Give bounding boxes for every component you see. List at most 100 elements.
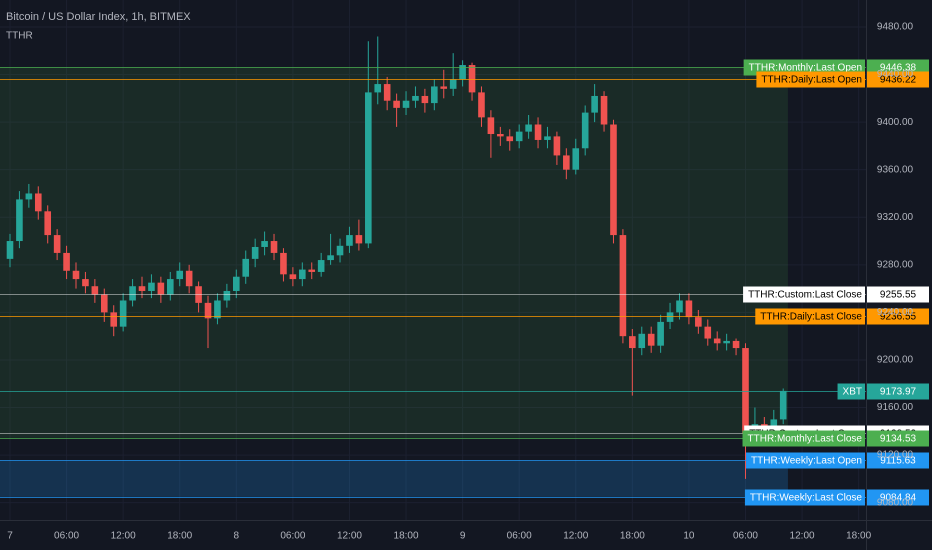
candle-body: [676, 300, 683, 313]
level-value: 9255.55: [880, 290, 917, 301]
y-tick-label: 9400.00: [877, 117, 914, 128]
candle-body: [666, 312, 674, 322]
x-tick-label: 06:00: [54, 531, 79, 542]
level-value: 9173.97: [880, 387, 917, 398]
candle-body: [157, 282, 165, 295]
candle-body: [647, 333, 655, 346]
level-value-box: [867, 286, 929, 303]
candle-body: [497, 134, 504, 137]
candle-body: [393, 100, 400, 108]
candle-body: [336, 245, 344, 256]
x-tick-label: 9: [460, 531, 466, 542]
candle-body: [525, 124, 532, 132]
y-tick-label: 9120.00: [877, 450, 914, 461]
candle-body: [365, 92, 372, 244]
labels: 9446.38 TTHR:Monthly:Last Open 9436.22 TTHR…: [742, 59, 929, 506]
level-value-box: [867, 383, 929, 400]
candle-body: [657, 321, 664, 346]
x-tick-label: 10: [683, 531, 695, 542]
candle-body: [553, 136, 561, 156]
candle-body: [355, 235, 363, 244]
candle-body: [581, 112, 589, 149]
level-value-box: [867, 71, 929, 88]
candle-body: [732, 340, 740, 349]
candle-body: [53, 235, 61, 253]
candle-body: [214, 300, 221, 319]
x-tick-label: 18:00: [846, 531, 871, 542]
level-name-box: [746, 452, 865, 469]
candle-body: [308, 269, 316, 272]
candle-body: [619, 235, 627, 337]
candle-body: [704, 326, 712, 339]
level-name: TTHR:Monthly:Last Close: [748, 434, 863, 445]
candle-body: [280, 252, 287, 275]
candle-body: [251, 246, 259, 259]
candle-body: [421, 95, 429, 104]
level-value: 9236.55: [880, 312, 917, 323]
candle-body: [16, 199, 23, 242]
candle-body: [289, 274, 297, 280]
indicator-name: TTHR: [6, 31, 33, 42]
candle-body: [515, 131, 523, 142]
candle-body: [506, 136, 514, 142]
level-name: TTHR:Monthly:Last Open: [749, 63, 862, 74]
y-tick-label: 9280.00: [877, 259, 914, 270]
level-name-box: [743, 286, 865, 303]
candle-body: [534, 124, 542, 140]
candle-body: [431, 86, 438, 104]
level-name-box: [744, 489, 865, 506]
y-tick-label: 9360.00: [877, 164, 914, 175]
y-tick-label: 9080.00: [877, 497, 914, 508]
candle-body: [600, 95, 608, 125]
candle-body: [779, 390, 787, 420]
candle-body: [166, 279, 174, 295]
candle-body: [223, 290, 231, 301]
candle-body: [261, 241, 268, 247]
candle-body: [402, 100, 410, 108]
candle-body: [63, 252, 70, 271]
x-tick-label: 12:00: [337, 531, 362, 542]
candle-body: [129, 286, 136, 301]
y-tick-label: 9440.00: [877, 69, 914, 80]
level-name: XBT: [843, 387, 862, 398]
level-band: [0, 66, 788, 438]
candle-body: [610, 124, 617, 236]
level-name-box: [756, 71, 865, 88]
level-name: TTHR:Daily:Last Close: [760, 312, 862, 323]
x-tick-label: 06:00: [507, 531, 532, 542]
candle-body: [148, 282, 155, 291]
candle-body: [449, 79, 457, 89]
level-value: 9446.38: [880, 63, 917, 74]
candle-body: [299, 269, 306, 280]
y-tick-label: 9240.00: [877, 307, 914, 318]
candle-body: [176, 270, 184, 280]
level-value: 9436.22: [880, 75, 917, 86]
candle-body: [374, 84, 382, 93]
level-value: 9115.63: [880, 456, 916, 467]
level-name-box: [755, 308, 865, 325]
candle-body: [270, 241, 278, 253]
candle-body: [742, 348, 749, 434]
x-tick-label: 18:00: [167, 531, 192, 542]
candle-body: [459, 65, 466, 80]
candle-body: [440, 86, 448, 89]
candle-body: [327, 255, 334, 261]
candle-body: [629, 336, 636, 349]
level-name: TTHR:Custom:Last Close: [748, 290, 862, 301]
x-tick-label: 18:00: [620, 531, 645, 542]
candle-body: [563, 155, 570, 170]
candle-body: [242, 258, 250, 277]
y-tick-label: 9160.00: [877, 402, 914, 413]
x-tick-label: 12:00: [790, 531, 815, 542]
candle-body: [34, 193, 42, 212]
y-tick-label: 9320.00: [877, 212, 914, 223]
candle-body: [685, 300, 693, 318]
candle-body: [204, 302, 212, 319]
candle-body: [72, 270, 80, 280]
x-tick-label: 8: [234, 531, 240, 542]
candle-body: [6, 241, 14, 259]
x-tick-label: 12:00: [111, 531, 136, 542]
candle-body: [91, 286, 99, 295]
candle-body: [412, 95, 419, 101]
level-name: TTHR:Daily:Last Open: [761, 75, 862, 86]
